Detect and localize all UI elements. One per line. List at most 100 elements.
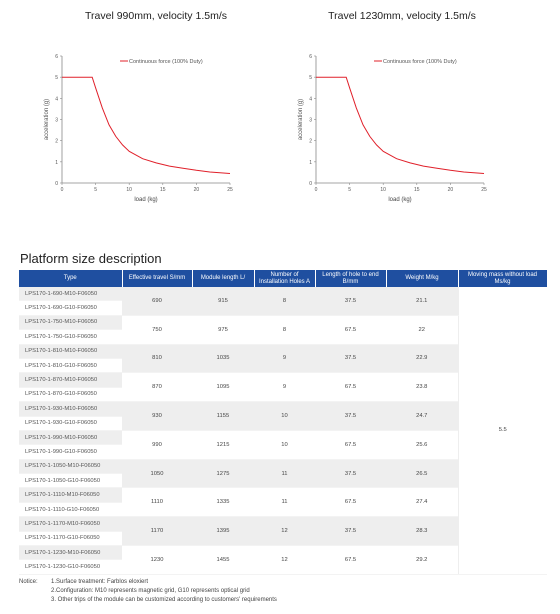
cell-hole-to-end: 37.5 bbox=[315, 344, 386, 374]
cell-installation-holes: 12 bbox=[254, 516, 315, 547]
cell-hole-to-end: 37.5 bbox=[315, 287, 386, 316]
cell-module-length: 1095 bbox=[192, 372, 254, 403]
cell-type: LPS170-1-1170-M10-F06050 bbox=[19, 516, 122, 532]
x-tick-label: 25 bbox=[481, 187, 487, 193]
series-line bbox=[62, 76, 231, 174]
table-row: LPS170-1-750-M10-F06050 750 975 8 67.5 22 bbox=[19, 315, 547, 345]
y-tick-label: 0 bbox=[55, 181, 58, 187]
y-tick-label: 2 bbox=[55, 139, 58, 145]
y-tick-label: 1 bbox=[55, 160, 58, 166]
cell-weight: 28.3 bbox=[386, 516, 458, 547]
cell-module-length: 1395 bbox=[192, 516, 254, 547]
x-tick-label: 0 bbox=[315, 187, 318, 193]
cell-effective-travel: 1170 bbox=[122, 516, 192, 547]
table-row: LPS170-1-930-M10-F06050 930 1155 10 37.5 24.7 bbox=[19, 401, 547, 431]
acceleration-chart-2: 0 1 2 3 4 5 6 0 5 10 15 20 25 acceleration (g) load (k… bbox=[298, 54, 487, 203]
cell-type: LPS170-1-1050-M10-F06050 bbox=[19, 459, 122, 475]
cell-type: LPS170-1-1230-G10-F06050 bbox=[19, 559, 122, 575]
notice-label: Notice: bbox=[19, 579, 38, 585]
x-axis-label: load (kg) bbox=[388, 197, 411, 203]
table-row: LPS170-1-1050-M10-F06050 1050 1275 11 37.5 26… bbox=[19, 459, 547, 489]
y-tick-label: 0 bbox=[309, 181, 312, 187]
cell-type: LPS170-1-930-M10-F06050 bbox=[19, 401, 122, 417]
cell-type: LPS170-1-1110-G10-F06050 bbox=[19, 502, 122, 518]
y-tick-label: 1 bbox=[309, 160, 312, 166]
legend-label: Continuous force (100% Duty) bbox=[383, 59, 457, 65]
notice-line: 3. Other trips of the module can be cust… bbox=[51, 597, 277, 603]
cell-effective-travel: 1110 bbox=[122, 487, 192, 518]
chart-title-2: Travel 1230mm, velocity 1.5m/s bbox=[328, 10, 476, 22]
cell-hole-to-end: 37.5 bbox=[315, 459, 386, 489]
table-row: LPS170-1-870-G10-F06050 bbox=[19, 387, 547, 403]
cell-installation-holes: 12 bbox=[254, 545, 315, 575]
header-installation-holes: Number of Installation Holes A bbox=[254, 270, 316, 287]
cell-installation-holes: 9 bbox=[254, 372, 315, 403]
cell-effective-travel: 810 bbox=[122, 344, 192, 374]
cell-hole-to-end: 67.5 bbox=[315, 487, 386, 518]
cell-installation-holes: 10 bbox=[254, 401, 315, 431]
table-row: LPS170-1-750-G10-F06050 bbox=[19, 329, 547, 345]
cell-type: LPS170-1-810-M10-F06050 bbox=[19, 344, 122, 359]
header-moving-mass: Moving mass without load Ms/kg bbox=[458, 270, 548, 287]
cell-type: LPS170-1-750-G10-F06050 bbox=[19, 329, 122, 345]
table-row: LPS170-1-690-G10-F06050 bbox=[19, 300, 547, 316]
y-tick-label: 3 bbox=[309, 118, 312, 124]
cell-type: LPS170-1-990-M10-F06050 bbox=[19, 430, 122, 446]
cell-hole-to-end: 67.5 bbox=[315, 372, 386, 403]
y-tick-label: 2 bbox=[309, 139, 312, 145]
cell-module-length: 915 bbox=[192, 287, 254, 316]
cell-type: LPS170-1-990-G10-F06050 bbox=[19, 444, 122, 460]
table-row: LPS170-1-1110-G10-F06050 bbox=[19, 502, 547, 518]
cell-module-length: 1155 bbox=[192, 401, 254, 431]
cell-weight: 25.6 bbox=[386, 430, 458, 460]
cell-type: LPS170-1-750-M10-F06050 bbox=[19, 315, 122, 331]
platform-size-table: Type Effective travel S/mm Module length… bbox=[19, 270, 548, 575]
table-row: LPS170-1-870-M10-F06050 870 1095 9 67.5 23.8 bbox=[19, 372, 547, 403]
header-type: Type bbox=[19, 270, 123, 287]
x-tick-label: 25 bbox=[227, 187, 233, 193]
table-row: LPS170-1-1230-G10-F06050 bbox=[19, 559, 547, 575]
table-header-row: Type Effective travel S/mm Module length… bbox=[19, 270, 548, 287]
cell-type: LPS170-1-930-G10-F06050 bbox=[19, 416, 122, 431]
cell-hole-to-end: 67.5 bbox=[315, 545, 386, 575]
cell-weight: 23.8 bbox=[386, 372, 458, 403]
y-tick-label: 6 bbox=[309, 54, 312, 60]
cell-type: LPS170-1-1230-M10-F06050 bbox=[19, 545, 122, 561]
x-tick-label: 20 bbox=[194, 187, 200, 193]
x-tick-label: 0 bbox=[61, 187, 64, 193]
cell-type: LPS170-1-690-G10-F06050 bbox=[19, 300, 122, 316]
cell-weight: 29.2 bbox=[386, 545, 458, 575]
cell-weight: 21.1 bbox=[386, 287, 458, 316]
cell-module-length: 1215 bbox=[192, 430, 254, 460]
cell-weight: 22.9 bbox=[386, 344, 458, 374]
cell-installation-holes: 8 bbox=[254, 287, 315, 316]
y-axis-label: acceleration (g) bbox=[44, 99, 50, 140]
cell-weight: 27.4 bbox=[386, 487, 458, 518]
cell-installation-holes: 9 bbox=[254, 344, 315, 374]
y-tick-label: 4 bbox=[309, 96, 312, 102]
acceleration-chart-1: 0 1 2 3 4 5 6 0 5 10 15 20 25 acceleration (g) load (k… bbox=[44, 54, 233, 203]
x-tick-label: 5 bbox=[94, 187, 97, 193]
cell-type: LPS170-1-1110-M10-F06050 bbox=[19, 487, 122, 503]
chart-title-1: Travel 990mm, velocity 1.5m/s bbox=[85, 10, 227, 22]
cell-installation-holes: 11 bbox=[254, 487, 315, 518]
cell-installation-holes: 11 bbox=[254, 459, 315, 489]
x-tick-label: 15 bbox=[160, 187, 166, 193]
table-row: LPS170-1-1050-G10-F06050 bbox=[19, 473, 547, 489]
cell-module-length: 1335 bbox=[192, 487, 254, 518]
header-module-length: Module length L/ bbox=[192, 270, 255, 287]
cell-hole-to-end: 67.5 bbox=[315, 430, 386, 460]
y-axis-label: acceleration (g) bbox=[298, 99, 304, 140]
cell-type: LPS170-1-1050-G10-F06050 bbox=[19, 473, 122, 489]
cell-type: LPS170-1-690-M10-F06050 bbox=[19, 287, 122, 302]
cell-type: LPS170-1-1170-G10-F06050 bbox=[19, 531, 122, 547]
x-tick-label: 15 bbox=[414, 187, 420, 193]
cell-moving-mass: 5.5 bbox=[457, 287, 547, 575]
y-tick-label: 5 bbox=[309, 75, 312, 81]
y-tick-label: 3 bbox=[55, 118, 58, 124]
cell-effective-travel: 870 bbox=[122, 372, 192, 403]
y-tick-label: 4 bbox=[55, 96, 58, 102]
cell-module-length: 1455 bbox=[192, 545, 254, 575]
x-tick-label: 20 bbox=[448, 187, 454, 193]
cell-module-length: 975 bbox=[192, 315, 254, 345]
